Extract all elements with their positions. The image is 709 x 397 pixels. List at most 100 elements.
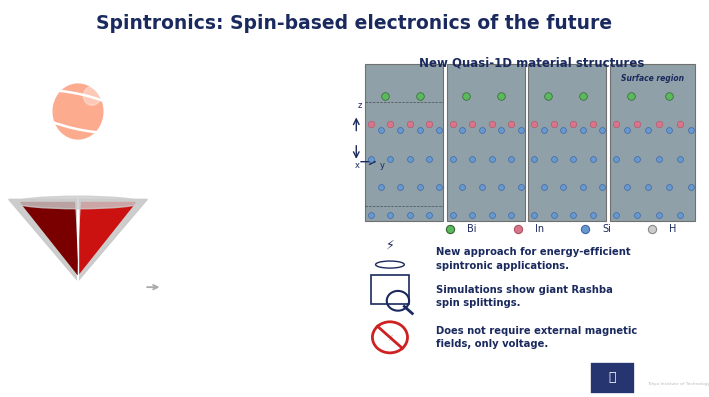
Ellipse shape [70,103,86,120]
Text: Tomonori Tanaka and Yoshihiro Gohda: Tomonori Tanaka and Yoshihiro Gohda [5,378,137,384]
Point [414,93,425,99]
Ellipse shape [57,89,99,135]
Point [467,121,478,127]
Point [424,212,435,218]
Point [528,212,540,218]
Polygon shape [78,202,135,275]
Point [642,127,654,133]
Point [653,121,664,127]
Ellipse shape [69,101,87,121]
Point [447,212,458,218]
Point [664,183,675,190]
Text: In: In [535,224,544,234]
Point [632,212,643,218]
Point [548,155,559,162]
Point [528,155,540,162]
Ellipse shape [73,106,83,117]
Text: Journal: Physical Review B   DOI: 10.1103/PhysRevB.98.241409: Journal: Physical Review B DOI: 10.1103/… [5,387,225,393]
Point [424,155,435,162]
Point [596,183,608,190]
Text: New approach for energy-efficient
spintronic applications.: New approach for energy-efficient spintr… [436,247,631,270]
Point [467,212,478,218]
Polygon shape [21,202,78,275]
Ellipse shape [15,196,141,209]
Point [424,121,435,127]
Ellipse shape [84,87,101,105]
Text: Spintronics: Spin-based electronics of the future: Spintronics: Spin-based electronics of t… [96,14,613,33]
Point [414,127,425,133]
FancyBboxPatch shape [447,64,525,221]
Point [365,212,376,218]
Point [685,183,696,190]
Point [567,212,579,218]
Point [457,127,468,133]
Ellipse shape [58,90,98,133]
Point [674,212,686,218]
Text: Si: Si [602,224,611,234]
Point [610,212,622,218]
Point [674,121,686,127]
Text: New Quasi-1D material structures: New Quasi-1D material structures [419,57,644,69]
Text: Tokyo Institute of Technology: Tokyo Institute of Technology [647,382,709,386]
Point [596,127,608,133]
Point [542,93,553,99]
Point [621,183,632,190]
Point [653,212,664,218]
Point [558,183,569,190]
Text: y: y [379,161,384,170]
Point [621,127,632,133]
Point [496,183,507,190]
Point [385,212,396,218]
Point [506,212,517,218]
Text: More energy efficient: More energy efficient [156,160,257,170]
Point [587,155,598,162]
Point [515,183,526,190]
FancyBboxPatch shape [365,64,443,221]
Point [610,155,622,162]
Point [579,226,591,232]
Ellipse shape [62,94,94,129]
Point [625,93,637,99]
Text: Spin currents can be
generated using Rashba
effect, which splits electrons
up or: Spin currents can be generated using Ras… [156,204,311,251]
Point [365,155,376,162]
Ellipse shape [74,107,82,116]
Text: First-principles prediction of one-dimensional giant Rashba splittings in Bi-ads: First-principles prediction of one-dimen… [5,364,501,373]
Point [414,183,425,190]
Text: ⛩: ⛩ [608,371,616,384]
Ellipse shape [55,85,101,137]
Point [548,212,559,218]
Point [653,155,664,162]
Point [577,183,588,190]
Point [404,155,415,162]
Point [365,121,376,127]
Text: H: H [669,224,676,234]
Point [587,121,598,127]
Point [610,121,622,127]
Ellipse shape [56,87,100,136]
Text: Surface region: Surface region [621,74,683,83]
Ellipse shape [53,84,103,139]
Point [379,93,390,99]
Ellipse shape [64,96,92,127]
Point [664,127,675,133]
Point [385,155,396,162]
Point [476,183,488,190]
Point [434,127,445,133]
Text: z: z [357,101,362,110]
Point [434,183,445,190]
Point [404,121,415,127]
Point [632,155,643,162]
Text: However, conventional Rashba systems require
external magnetic fields.: However, conventional Rashba systems req… [47,319,308,343]
Text: ⚡: ⚡ [102,155,111,168]
Point [467,155,478,162]
Point [538,183,549,190]
Point [577,93,588,99]
Point [538,127,549,133]
Point [394,183,406,190]
Text: Bi: Bi [467,224,476,234]
Point [445,226,456,232]
Text: ⚡: ⚡ [387,333,393,342]
Ellipse shape [67,100,89,123]
Point [685,127,696,133]
Point [567,155,579,162]
